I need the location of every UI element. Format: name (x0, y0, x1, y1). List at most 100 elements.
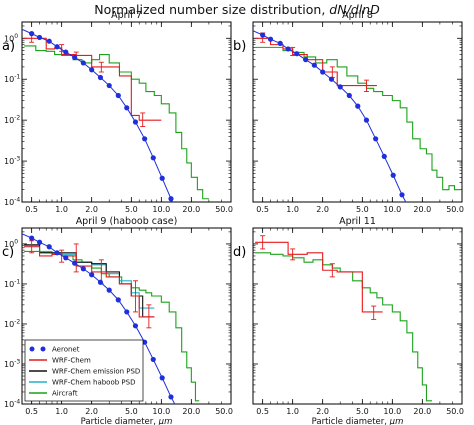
panel-a-x-tick-label: 1.0 (55, 205, 68, 214)
panel-d-series-aircraft-line (255, 252, 432, 402)
panel-a-series-aeronet-point (72, 54, 78, 61)
legend-entry-label: Aeronet (52, 346, 80, 354)
panel-b-series-aeronet-point (260, 32, 266, 38)
panel-b-series-aeronet-point (337, 84, 343, 90)
panel-c-series-aeronet-point (89, 272, 95, 278)
panel-c-series-aeronet-point (115, 297, 121, 303)
panel-c-series-wrf-chem-error-bar (132, 280, 138, 313)
panel-c-series-aeronet-point (124, 309, 130, 315)
legend-entry-label: WRF-Chem emission PSD (52, 368, 140, 376)
panel-c-series-aeronet-point (46, 244, 52, 250)
legend-entry-aircraft: Aircraft (29, 390, 78, 398)
panel-a: 0.5 1.0 2.0 5.0 10.0 20.0 50.0 100 10-1 10-2 10-3 1… (2, 10, 233, 214)
panel-a-series-aeronet-point (29, 31, 35, 37)
panel-a-title: April 7 (111, 10, 142, 21)
panel-a-x-tick-label: 5.0 (125, 205, 138, 214)
panel-a-series-aeronet-point (150, 155, 156, 161)
panel-c-series-aeronet-point (97, 279, 104, 285)
panel-a-y-tick-label: 10-2 (4, 115, 20, 126)
panel-c-series-aeronet-point (63, 255, 69, 261)
panel-d-series-wrf-chem-error-bar (371, 305, 377, 320)
panel-c-series-wrf-chem-line (24, 246, 155, 318)
panel-c-x-tick-label: 2.0 (85, 407, 98, 416)
panel-c-title: April 9 (haboob case) (76, 216, 178, 227)
panel-c-series-wrf-chem-error-bar (29, 240, 35, 254)
panel-a-x-tick-label: 0.5 (25, 205, 38, 214)
legend-entry-wrf-chem: WRF-Chem (29, 357, 91, 365)
panel-c-y-tick-label: 10-4 (4, 399, 20, 410)
panel-b-series-aeronet-point (267, 36, 274, 42)
panel-d-series-wrf-chem-error-bar (290, 248, 296, 261)
panel-c-series-aeronet-point (106, 287, 112, 293)
panel-a-x-tick-label: 10.0 (152, 205, 170, 214)
panel-a-x-tick-label: 2.0 (85, 205, 98, 214)
panel-a-series-aeronet-point (159, 175, 165, 181)
panel-b-series-aeronet-point (285, 46, 291, 52)
panel-c-series-aeronet-point (132, 323, 139, 329)
panel-c-x-tick-label: 1.0 (55, 407, 68, 416)
panel-d-axes-frame (252, 227, 463, 405)
panel-b: 0.5 1.0 2.0 5.0 10.0 20.0 50.0 April 8 b) (233, 10, 464, 214)
panel-b-x-tick-label: 10.0 (383, 205, 401, 214)
panel-b-series-aeronet-point (303, 57, 309, 63)
panel-b-series-aeronet-point (363, 117, 370, 123)
legend-entry-wrf-chem-emission-psd: WRF-Chem emission PSD (29, 368, 140, 376)
panel-c-series-aeronet-point (159, 375, 165, 381)
figure-title: Normalized number size distribution, dN/… (94, 2, 380, 17)
panel-b-title: April 8 (342, 10, 373, 21)
panel-b-series-aeronet-point (390, 172, 396, 178)
panel-b-series-aeronet-point (346, 92, 352, 99)
legend-entry-label: Aircraft (52, 390, 78, 398)
panel-c-plot-area (22, 233, 200, 404)
panel-c-y-tick-label: 10-3 (4, 358, 20, 369)
panel-b-series-aeronet-point (277, 40, 283, 47)
panel-c-x-tick-label: 10.0 (152, 407, 170, 416)
panel-d-x-tick-label: 1.0 (286, 407, 299, 416)
panel-d-x-tick-label: 2.0 (316, 407, 329, 416)
panel-a-series-aeronet-point (89, 67, 95, 73)
panel-a-series-aeronet-point (106, 82, 112, 89)
panel-b-x-tick-label: 0.5 (256, 205, 269, 214)
panel-b-series-aeronet-point (311, 62, 317, 68)
panel-a-series-aeronet-point (80, 60, 86, 66)
legend: Aeronet WRF-Chem WRF-Chem emission PSD WRF-… (24, 339, 144, 402)
panel-d-x-tick-label: 5.0 (356, 407, 369, 416)
panel-d-x-tick-label: 20.0 (413, 407, 431, 416)
panel-a-x-tick-label: 20.0 (182, 205, 200, 214)
panel-b-x-tick-label: 50.0 (446, 205, 464, 214)
panel-a-x-tick-label: 50.0 (215, 205, 233, 214)
panel-c-series-wrf-chem-error-bar (59, 249, 65, 263)
panel-a-series-aeronet-point (54, 44, 60, 50)
panel-b-series-aeronet-point (381, 153, 387, 160)
legend-entry-aeronet: Aeronet (29, 346, 80, 354)
panel-b-series-aeronet-point (320, 69, 326, 75)
legend-entry-wrf-chem-haboob-psd: WRF-Chem haboob PSD (29, 379, 135, 387)
panel-d-x-tick-label: 50.0 (446, 407, 464, 416)
panel-d-series-wrf-chem-error-bar (329, 263, 335, 278)
panel-c-x-axis-label: Particle diameter, μm (81, 417, 173, 425)
panel-c-series-aeronet-point (80, 266, 86, 272)
panel-b-series-aeronet-point (373, 136, 379, 142)
panel-a-axes-frame (21, 21, 232, 203)
panel-a-y-tick-label: 10-1 (4, 74, 20, 85)
panel-a-series-wrf-chem-line (24, 37, 162, 121)
panel-a-series-aeronet-point (63, 49, 69, 55)
panel-d-x-tick-label: 10.0 (383, 407, 401, 416)
panel-c-series-aeronet-point (150, 356, 156, 363)
panel-b-series-aeronet-point (294, 51, 300, 57)
panel-b-label: b) (233, 39, 246, 54)
panel-b-series-aeronet-point (355, 103, 361, 109)
panel-a-series-aeronet-point (115, 92, 121, 99)
panel-d-series-wrf-chem-line (255, 241, 383, 313)
panel-c-x-tick-label: 20.0 (182, 407, 200, 416)
panel-c-x-tick-label: 0.5 (25, 407, 38, 416)
panel-a-label: a) (2, 39, 15, 54)
panel-c-series-aeronet-point (72, 260, 78, 266)
panel-a-y-tick-label: 100 (4, 33, 18, 44)
panel-a-y-tick-label: 10-3 (4, 156, 20, 167)
panel-d-x-tick-label: 0.5 (256, 407, 269, 416)
panel-d-series-wrf-chem-error-bar (260, 235, 266, 250)
panel-c-series-aeronet-point (36, 239, 43, 245)
panel-a-y-tick-label: 10-4 (4, 197, 20, 208)
panel-c-y-tick-label: 10-2 (4, 318, 20, 329)
